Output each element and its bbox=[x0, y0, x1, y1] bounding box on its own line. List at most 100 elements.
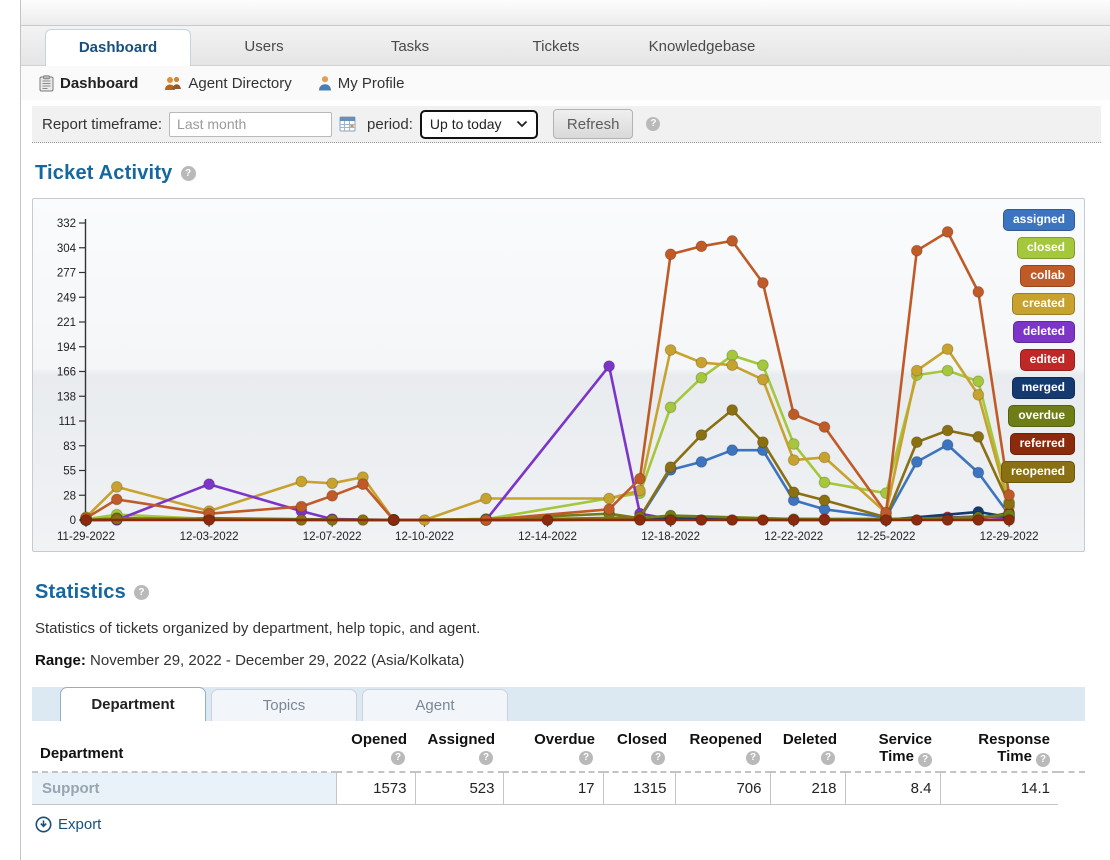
point-collab[interactable] bbox=[635, 473, 646, 484]
point-created[interactable] bbox=[604, 493, 615, 504]
timeframe-input[interactable] bbox=[169, 112, 332, 137]
legend-edited[interactable]: edited bbox=[1020, 349, 1075, 371]
point-collab[interactable] bbox=[665, 249, 676, 260]
point-closed[interactable] bbox=[973, 376, 984, 387]
point-reopened[interactable] bbox=[973, 431, 984, 442]
point-closed[interactable] bbox=[665, 402, 676, 413]
table-row[interactable]: Support15735231713157062188.414.1 bbox=[32, 772, 1085, 805]
tab-tickets[interactable]: Tickets bbox=[483, 29, 629, 65]
point-collab[interactable] bbox=[911, 245, 922, 256]
point-closed[interactable] bbox=[819, 477, 830, 488]
stat-tab-topics[interactable]: Topics bbox=[211, 689, 357, 721]
column-help-icon[interactable] bbox=[821, 751, 835, 765]
point-assigned[interactable] bbox=[942, 440, 953, 451]
point-collab[interactable] bbox=[973, 287, 984, 298]
point-created[interactable] bbox=[727, 360, 738, 371]
point-reopened[interactable] bbox=[942, 425, 953, 436]
column-help-icon[interactable] bbox=[746, 751, 760, 765]
legend-referred[interactable]: referred bbox=[1010, 433, 1075, 455]
column-help-icon[interactable] bbox=[479, 751, 493, 765]
statistics-help-icon[interactable] bbox=[134, 585, 149, 600]
point-reopened[interactable] bbox=[665, 462, 676, 473]
point-collab[interactable] bbox=[604, 504, 615, 515]
column-help-icon[interactable] bbox=[918, 753, 932, 767]
point-referred[interactable] bbox=[665, 515, 676, 526]
point-collab[interactable] bbox=[296, 501, 307, 512]
export-link[interactable]: Export bbox=[35, 816, 1110, 833]
point-created[interactable] bbox=[973, 389, 984, 400]
point-reopened[interactable] bbox=[788, 487, 799, 498]
point-referred[interactable] bbox=[542, 515, 553, 526]
point-created[interactable] bbox=[665, 345, 676, 356]
point-referred[interactable] bbox=[727, 515, 738, 526]
point-reopened[interactable] bbox=[696, 430, 707, 441]
timeframe-help-icon[interactable] bbox=[646, 117, 660, 131]
point-assigned[interactable] bbox=[973, 467, 984, 478]
point-referred[interactable] bbox=[881, 515, 892, 526]
point-deleted[interactable] bbox=[204, 479, 215, 490]
ticket-activity-help-icon[interactable] bbox=[181, 166, 196, 181]
point-referred[interactable] bbox=[204, 515, 215, 526]
point-closed[interactable] bbox=[942, 365, 953, 376]
tab-tasks[interactable]: Tasks bbox=[337, 29, 483, 65]
point-created[interactable] bbox=[111, 482, 122, 493]
point-collab[interactable] bbox=[696, 241, 707, 252]
point-created[interactable] bbox=[911, 365, 922, 376]
point-reopened[interactable] bbox=[758, 437, 769, 448]
point-created[interactable] bbox=[327, 478, 338, 489]
point-collab[interactable] bbox=[788, 409, 799, 420]
point-created[interactable] bbox=[481, 493, 492, 504]
legend-merged[interactable]: merged bbox=[1012, 377, 1075, 399]
point-referred[interactable] bbox=[973, 515, 984, 526]
point-referred[interactable] bbox=[635, 515, 646, 526]
legend-created[interactable]: created bbox=[1012, 293, 1075, 315]
point-referred[interactable] bbox=[758, 515, 769, 526]
point-assigned[interactable] bbox=[696, 457, 707, 468]
point-created[interactable] bbox=[942, 344, 953, 355]
stat-tab-department[interactable]: Department bbox=[60, 687, 206, 721]
tab-dashboard[interactable]: Dashboard bbox=[45, 29, 191, 66]
calendar-icon[interactable] bbox=[339, 116, 356, 132]
point-collab[interactable] bbox=[727, 236, 738, 247]
point-referred[interactable] bbox=[696, 515, 707, 526]
column-help-icon[interactable] bbox=[651, 751, 665, 765]
subnav-item-dashboard[interactable]: Dashboard bbox=[39, 75, 138, 92]
point-closed[interactable] bbox=[758, 360, 769, 371]
legend-closed[interactable]: closed bbox=[1017, 237, 1075, 259]
point-collab[interactable] bbox=[358, 479, 369, 490]
point-referred[interactable] bbox=[788, 515, 799, 526]
tab-knowledgebase[interactable]: Knowledgebase bbox=[629, 29, 775, 65]
point-referred[interactable] bbox=[388, 515, 399, 526]
point-referred[interactable] bbox=[81, 515, 92, 526]
point-referred[interactable] bbox=[911, 515, 922, 526]
point-created[interactable] bbox=[788, 455, 799, 466]
point-collab[interactable] bbox=[942, 227, 953, 238]
point-closed[interactable] bbox=[727, 350, 738, 361]
period-select[interactable]: Up to today bbox=[420, 110, 538, 139]
legend-reopened[interactable]: reopened bbox=[1001, 461, 1075, 483]
point-referred[interactable] bbox=[942, 515, 953, 526]
point-reopened[interactable] bbox=[819, 495, 830, 506]
point-created[interactable] bbox=[696, 357, 707, 368]
point-assigned[interactable] bbox=[911, 457, 922, 468]
point-collab[interactable] bbox=[1004, 490, 1015, 501]
point-created[interactable] bbox=[296, 476, 307, 487]
point-referred[interactable] bbox=[819, 515, 830, 526]
point-assigned[interactable] bbox=[727, 445, 738, 456]
refresh-button[interactable]: Refresh bbox=[553, 109, 634, 139]
point-collab[interactable] bbox=[111, 494, 122, 505]
point-created[interactable] bbox=[819, 452, 830, 463]
column-help-icon[interactable] bbox=[1036, 753, 1050, 767]
point-collab[interactable] bbox=[819, 422, 830, 433]
subnav-item-agent-directory[interactable]: Agent Directory bbox=[164, 75, 291, 92]
legend-deleted[interactable]: deleted bbox=[1013, 321, 1075, 343]
legend-collab[interactable]: collab bbox=[1020, 265, 1075, 287]
legend-overdue[interactable]: overdue bbox=[1008, 405, 1075, 427]
column-help-icon[interactable] bbox=[579, 751, 593, 765]
subnav-item-my-profile[interactable]: My Profile bbox=[318, 75, 405, 92]
point-deleted[interactable] bbox=[604, 361, 615, 372]
point-referred[interactable] bbox=[1004, 515, 1015, 526]
tab-users[interactable]: Users bbox=[191, 29, 337, 65]
point-closed[interactable] bbox=[696, 372, 707, 383]
point-created[interactable] bbox=[758, 374, 769, 385]
